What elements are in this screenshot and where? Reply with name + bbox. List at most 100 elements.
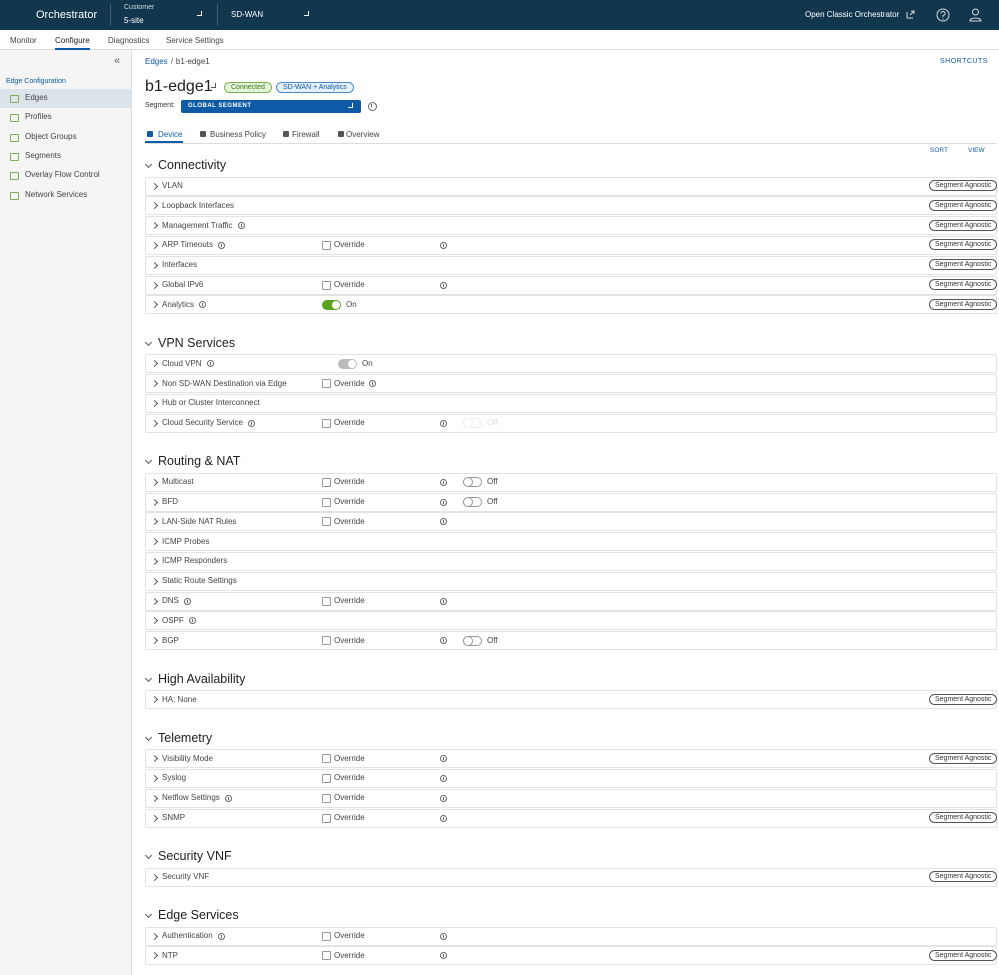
row[interactable] — [145, 926, 997, 946]
row[interactable] — [145, 788, 997, 808]
toggle[interactable] — [463, 497, 482, 507]
row[interactable] — [145, 235, 997, 255]
row-label: Cloud Security Service — [162, 418, 243, 428]
row[interactable] — [145, 216, 997, 236]
checkbox[interactable] — [322, 931, 331, 941]
checkbox[interactable] — [322, 636, 331, 646]
row[interactable] — [145, 808, 997, 828]
segment-agnostic-tag: Segment Agnostic — [929, 199, 998, 211]
row-label: Visibility Mode — [162, 753, 213, 763]
row[interactable] — [145, 176, 997, 196]
info-icon — [440, 952, 447, 960]
row-label: Loopback Interfaces — [162, 200, 235, 210]
section-chevron[interactable] — [144, 851, 153, 860]
toggle-label: Off — [487, 418, 498, 428]
nav-item[interactable]: Object Groups — [25, 131, 77, 141]
checkbox[interactable] — [322, 497, 331, 507]
toggle[interactable] — [322, 299, 341, 310]
checkbox[interactable] — [322, 280, 331, 290]
row[interactable] — [145, 472, 997, 492]
row[interactable] — [145, 354, 997, 374]
checkbox[interactable] — [322, 793, 331, 803]
section-chevron[interactable] — [144, 457, 153, 465]
checkbox[interactable] — [322, 754, 331, 764]
section-chevron[interactable] — [144, 910, 153, 919]
section-chevron[interactable] — [144, 338, 153, 346]
row[interactable] — [145, 532, 997, 552]
row[interactable] — [145, 768, 997, 788]
section-chevron[interactable] — [144, 733, 153, 741]
sort[interactable]: SORT — [930, 147, 948, 154]
crumb[interactable]: Edges — [145, 57, 168, 66]
shortcuts[interactable]: SHORTCUTS — [940, 58, 988, 65]
segment-dropdown[interactable] — [181, 100, 361, 113]
checkbox[interactable] — [322, 773, 331, 783]
subtab[interactable]: Firewall — [292, 130, 320, 139]
nav-item[interactable]: Edges — [25, 93, 48, 102]
row[interactable] — [145, 255, 997, 275]
customer[interactable]: 5-site — [124, 16, 144, 25]
row[interactable] — [145, 571, 997, 591]
subtab[interactable]: Device — [158, 130, 183, 139]
toggle-label: Off — [487, 497, 498, 506]
customer-label: Customer — [124, 4, 155, 11]
row-label: Syslog — [162, 773, 187, 783]
nav-item[interactable]: Network Services — [25, 189, 88, 199]
checkbox[interactable] — [322, 477, 331, 487]
row[interactable] — [145, 946, 997, 966]
row[interactable] — [145, 631, 997, 651]
section-chevron[interactable] — [144, 674, 153, 682]
checkbox[interactable] — [322, 240, 331, 250]
view[interactable]: VIEW — [968, 147, 985, 154]
help-icon[interactable] — [936, 8, 950, 22]
checkbox[interactable] — [322, 813, 331, 823]
row[interactable] — [145, 551, 997, 571]
row-label: VLAN — [162, 181, 183, 190]
subtab[interactable]: Business Policy — [210, 130, 267, 139]
classic-link[interactable]: Open Classic Orchestrator — [805, 10, 900, 19]
user-icon[interactable] — [969, 8, 982, 22]
toggle[interactable] — [463, 635, 482, 646]
toggle[interactable] — [463, 477, 482, 488]
nav-item[interactable]: Profiles — [25, 112, 52, 122]
section-chevron[interactable] — [144, 160, 153, 169]
chevron — [304, 11, 309, 16]
row[interactable] — [145, 867, 997, 887]
nav-icon — [10, 95, 19, 103]
row[interactable] — [145, 690, 997, 710]
tab[interactable]: Monitor — [10, 36, 37, 45]
collapse-icon[interactable]: « — [114, 55, 121, 67]
tab[interactable]: Configure — [55, 36, 90, 50]
row[interactable] — [145, 413, 997, 433]
checkbox[interactable] — [322, 596, 331, 606]
row[interactable] — [145, 512, 997, 532]
row-label: OSPF — [162, 615, 184, 625]
nav-item[interactable]: Segments — [25, 150, 62, 160]
row[interactable] — [145, 492, 997, 512]
row[interactable] — [145, 749, 997, 769]
info-icon — [440, 241, 447, 249]
product[interactable]: SD-WAN — [231, 10, 264, 19]
checkbox[interactable] — [322, 418, 331, 428]
segment-agnostic-tag: Segment Agnostic — [929, 298, 998, 310]
row[interactable] — [145, 295, 997, 315]
override-label: Override — [334, 497, 365, 506]
tab[interactable]: Diagnostics — [108, 36, 150, 45]
row[interactable] — [145, 393, 997, 413]
breadcrumb: Edges / b1-edge1 — [145, 57, 213, 66]
tab[interactable]: Service Settings — [166, 36, 224, 45]
row[interactable] — [145, 591, 997, 611]
subtab[interactable]: Overview — [346, 130, 380, 139]
nav-item[interactable]: Overlay Flow Control — [25, 170, 100, 180]
checkbox[interactable] — [322, 517, 331, 527]
row[interactable] — [145, 275, 997, 295]
checkbox[interactable] — [322, 379, 331, 389]
section-title: High Availability — [158, 671, 246, 686]
row[interactable] — [145, 374, 997, 394]
row-label: DNS — [162, 596, 179, 605]
override-label: Override — [334, 378, 365, 388]
checkbox[interactable] — [322, 951, 331, 961]
row[interactable] — [145, 196, 997, 216]
row[interactable] — [145, 611, 997, 631]
